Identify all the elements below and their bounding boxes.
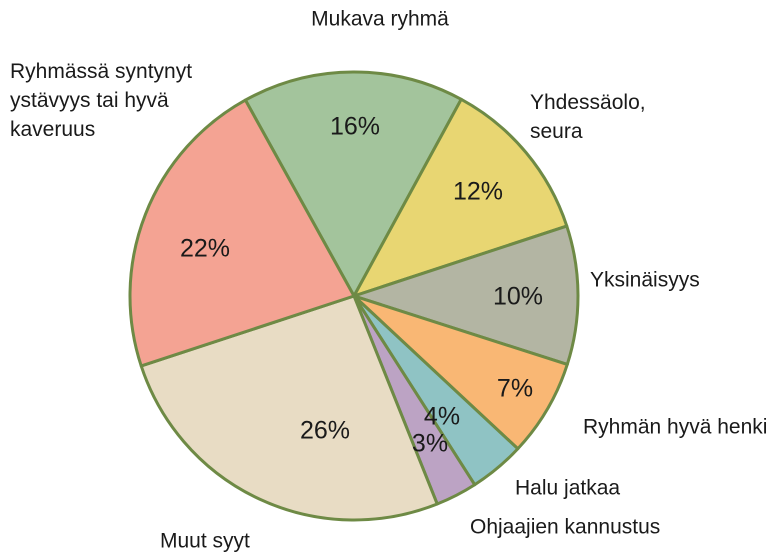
value-label: 22%	[180, 235, 230, 263]
category-label: Halu jatkaa	[515, 477, 620, 500]
value-label: 16%	[330, 113, 380, 141]
pie-slice	[128, 98, 356, 368]
pie-slice	[352, 224, 580, 366]
pie-slice	[139, 294, 439, 522]
pie-slice	[243, 70, 463, 298]
category-label: Yhdessäolo, seura	[530, 91, 646, 143]
value-label: 3%	[412, 430, 448, 458]
category-label: Ryhmän hyvä henki	[583, 416, 767, 439]
category-label: Ohjaajien kannustus	[470, 516, 660, 539]
category-label: Mukava ryhmä	[311, 8, 449, 31]
value-label: 26%	[300, 417, 350, 445]
category-label: Ryhmässä syntynyt ystävyys tai hyvä kaveru…	[10, 60, 192, 141]
category-label: Yksinäisyys	[590, 269, 700, 292]
value-label: 4%	[424, 403, 460, 431]
pie-slice	[352, 97, 569, 298]
value-label: 10%	[493, 283, 543, 311]
value-label: 7%	[497, 375, 533, 403]
category-label: Muut syyt	[160, 530, 250, 552]
value-label: 12%	[453, 178, 503, 206]
